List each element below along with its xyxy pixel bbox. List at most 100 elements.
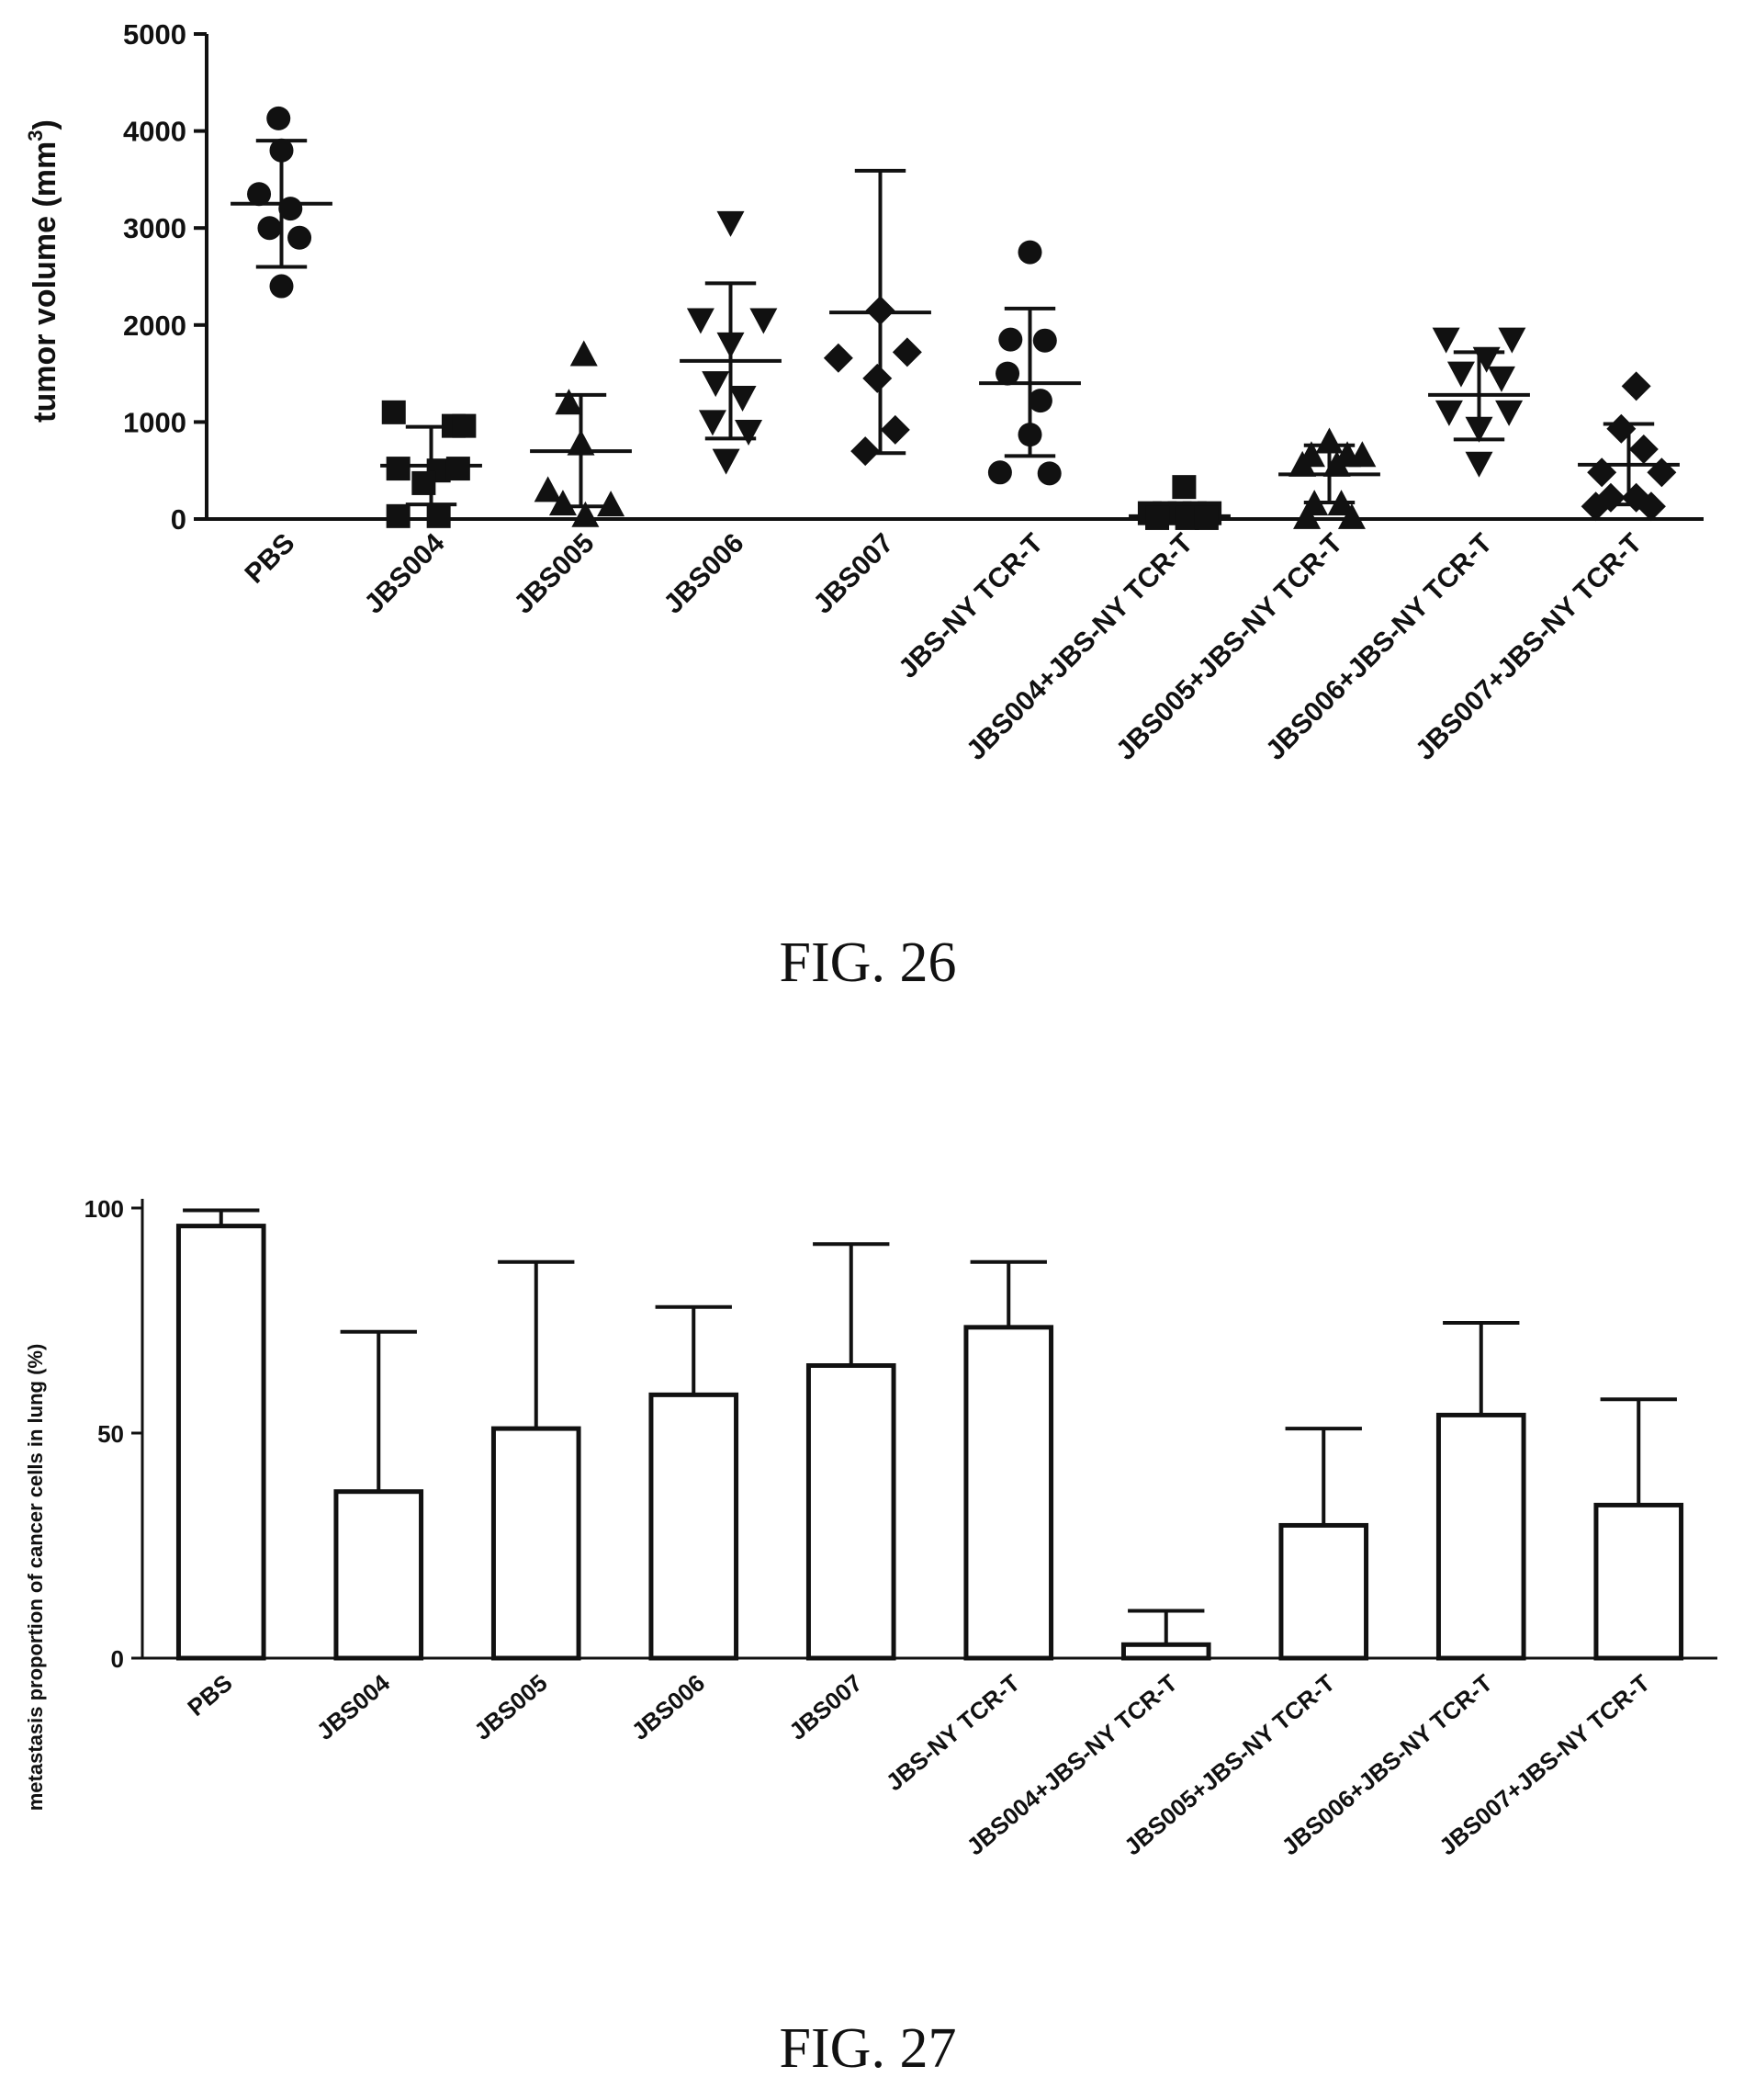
fig26-data-point [1472, 346, 1501, 373]
fig26-data-point [381, 400, 406, 424]
fig26-ylabel-close: ) [28, 119, 62, 130]
fig27-y-tick-label: 50 [97, 1420, 124, 1448]
fig26-data-point [571, 501, 600, 527]
fig27-bar-group [1593, 1397, 1684, 1661]
fig26-group [1578, 371, 1680, 522]
fig26-data-point [823, 343, 853, 373]
fig26-data-point [1647, 457, 1677, 488]
fig26-data-point [257, 216, 282, 241]
fig26-x-tick-label: JBS007 [807, 528, 899, 620]
fig26-data-point [1293, 502, 1322, 529]
fig26-data-point [698, 410, 726, 436]
fig26-data-point [1337, 502, 1366, 529]
fig26-data-point [426, 503, 451, 528]
fig27-bar-group [963, 1259, 1054, 1661]
fig26-y-tick-label: 0 [171, 503, 186, 536]
fig26-data-point [880, 414, 910, 445]
fig26-data-point [569, 340, 598, 367]
fig26-data-point [1288, 450, 1317, 477]
fig27-bar [1278, 1522, 1369, 1661]
fig27-bar [1593, 1502, 1684, 1661]
fig27-bar [333, 1489, 424, 1661]
fig26-ylabel-main: tumor volume (mm [28, 141, 62, 423]
fig27-x-tick-label: JBS005 [468, 1669, 552, 1745]
fig27-bar [175, 1224, 266, 1661]
fig26-data-point [1037, 461, 1062, 486]
fig27-bar-chart: 0 50 100 PBS JBS004 JBS005 JBS006 JBS007 JBS-NY… [24, 1195, 1717, 2080]
fig27-bar [490, 1426, 581, 1661]
fig26-data-point [1465, 451, 1493, 478]
fig26-data-point [534, 476, 562, 502]
fig26-y-tick-label: 5000 [123, 18, 186, 51]
fig26-scatter-chart: 0 1000 2000 3000 4000 5000 PBS JBS004 JBS005 JBS… [24, 18, 1704, 994]
fig26-group [231, 106, 332, 299]
fig26-data-point [1172, 475, 1197, 500]
fig26-data-point [1487, 366, 1515, 392]
fig27-bar-group [1435, 1320, 1526, 1661]
fig27-bar-group [1120, 1609, 1211, 1661]
fig26-data-point [1018, 423, 1042, 447]
fig26-x-tick-label: PBS [239, 528, 300, 590]
fig26-data-point [411, 470, 436, 495]
fig26-y-tick-label: 1000 [123, 406, 186, 438]
fig26-data-point [1621, 371, 1651, 401]
fig27-x-tick-label: PBS [182, 1669, 237, 1722]
fig26-data-point [749, 308, 778, 334]
fig26-data-point [1315, 427, 1344, 454]
fig26-data-point [269, 274, 294, 299]
fig27-bar [1435, 1412, 1526, 1661]
fig26-data-point [1581, 491, 1611, 522]
fig26-group [823, 168, 931, 467]
fig26-data-point [1628, 434, 1659, 464]
fig26-data-point [266, 106, 291, 130]
fig27-bars [175, 1208, 1684, 1661]
fig26-data-point [686, 308, 714, 334]
fig26-data-point [1028, 389, 1052, 413]
fig26-group [530, 340, 632, 527]
fig27-bar [1120, 1642, 1211, 1661]
fig26-data-point [1348, 441, 1377, 468]
fig26-group [680, 210, 782, 475]
fig26-data-point [1432, 327, 1460, 354]
fig26-data-point [1495, 400, 1524, 426]
fig26-data-point [987, 460, 1012, 485]
fig27-bar-group [490, 1259, 581, 1661]
fig27-bar-group [333, 1329, 424, 1661]
fig26-data-point [1435, 400, 1463, 426]
fig26-x-tick-label: JBS006 [658, 528, 749, 620]
fig26-data-point [548, 490, 577, 516]
fig26-data-point [892, 337, 922, 367]
fig26-data-point [1018, 240, 1042, 265]
fig26-data-point [386, 503, 411, 528]
fig26-data-point [597, 491, 625, 517]
fig26-data-point [712, 448, 740, 475]
fig26-data-point [1032, 328, 1057, 353]
fig26-data-point [1327, 490, 1356, 516]
fig26-data-point [1498, 327, 1526, 354]
fig26-group [979, 240, 1081, 486]
fig26-data-point [996, 361, 1020, 386]
fig26-data-point [1194, 505, 1219, 530]
fig26-y-tick-label: 3000 [123, 212, 186, 244]
fig27-x-tick-label: JBS007 [783, 1669, 867, 1745]
fig26-y-axis-label: tumor volume (mm3) [24, 119, 62, 423]
fig26-y-tick-label: 2000 [123, 310, 186, 342]
fig26-data-point [1322, 450, 1351, 477]
fig26-data-point [278, 197, 303, 221]
fig27-x-tick-label: JBS004 [311, 1668, 396, 1745]
fig26-group [380, 400, 482, 528]
fig26-data-point [862, 363, 893, 393]
fig27-bar-group [648, 1304, 739, 1661]
fig26-data-point [702, 371, 730, 398]
fig26-y-ticks: 0 1000 2000 3000 4000 5000 [123, 18, 207, 536]
fig26-axes [205, 34, 1704, 521]
fig27-bar-group [1278, 1427, 1369, 1661]
fig26-data-point [269, 138, 294, 163]
fig27-x-tick-label: JBS006 [626, 1669, 710, 1745]
fig26-data-point [1606, 413, 1637, 444]
fig26-group [1428, 327, 1530, 478]
fig27-bar-group [175, 1208, 266, 1661]
fig26-data-point [1446, 361, 1475, 388]
fig26-data-point [850, 436, 881, 467]
fig27-y-tick-label: 0 [111, 1645, 124, 1673]
